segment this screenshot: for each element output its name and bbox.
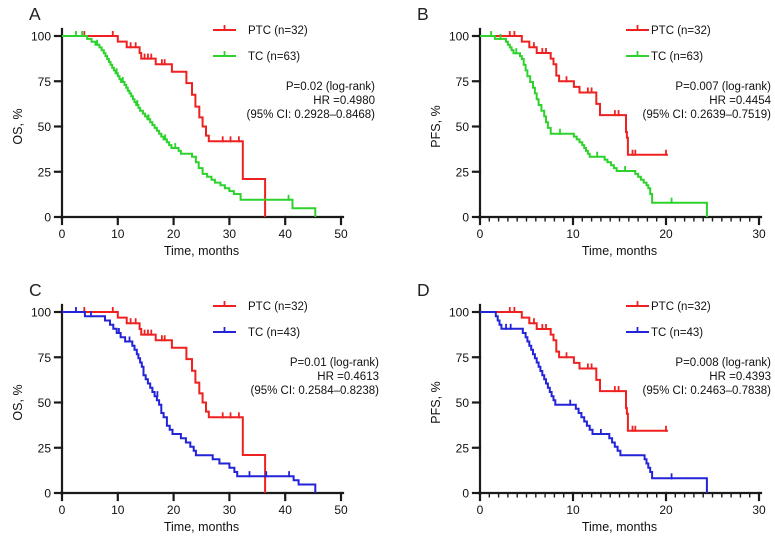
panel-a-label: A xyxy=(29,4,42,24)
y-tick-label: 50 xyxy=(456,120,470,134)
stats-line: (95% CI: 0.2639–0.7519) xyxy=(642,109,771,121)
x-tick-label: 0 xyxy=(59,227,66,241)
stats-line: (95% CI: 0.2463–0.7838) xyxy=(642,385,771,397)
survival-curve xyxy=(480,35,708,217)
y-axis-title: PFS, % xyxy=(429,381,443,423)
y-tick-label: 0 xyxy=(462,487,469,501)
survival-curve xyxy=(62,311,317,493)
y-tick-label: 100 xyxy=(449,306,469,320)
x-tick-label: 40 xyxy=(279,227,293,241)
panel-a-plot: 0 25 50 75 100 0 10 20 30 40 50 Time, months OS, % PT… xyxy=(11,25,375,258)
x-axis-title: Time, months xyxy=(582,520,657,534)
x-tick-label: 10 xyxy=(111,503,125,517)
legend-label: PTC (n=32) xyxy=(651,25,711,37)
panel-b-plot: 0 25 50 75 100 0 10 20 30 Time, months PFS, % PTC (… xyxy=(429,25,772,258)
legend-label: TC (n=63) xyxy=(651,51,703,63)
x-tick-label: 40 xyxy=(279,503,293,517)
stats-line: (95% CI: 0.2928–0.8468) xyxy=(246,109,375,121)
x-tick-label: 20 xyxy=(167,503,181,517)
y-axis-title: PFS, % xyxy=(429,105,443,147)
panel-c-plot: 0 25 50 75 100 0 10 20 30 40 50 Time, months OS, % PT… xyxy=(11,301,379,534)
panel-c-label: C xyxy=(29,280,43,300)
stats-line: HR =0.4980 xyxy=(313,95,375,107)
x-tick-label: 20 xyxy=(659,227,673,241)
stats-line: (95% CI: 0.2584–0.8238) xyxy=(250,385,379,397)
stats-line: P=0.01 (log-rank) xyxy=(290,357,379,369)
survival-curve xyxy=(62,311,267,493)
x-tick-label: 30 xyxy=(223,503,237,517)
survival-curve xyxy=(480,311,668,432)
x-tick-label: 50 xyxy=(334,227,348,241)
legend-label: TC (n=43) xyxy=(651,327,703,339)
legend-label: PTC (n=32) xyxy=(248,301,308,313)
y-tick-label: 75 xyxy=(456,75,470,89)
x-tick-label: 30 xyxy=(752,503,766,517)
y-tick-label: 50 xyxy=(456,396,470,410)
y-tick-label: 75 xyxy=(38,75,52,89)
x-tick-label: 30 xyxy=(223,227,237,241)
stats-line: HR =0.4454 xyxy=(709,95,771,107)
stats-line: HR =0.4393 xyxy=(709,371,771,383)
stats-line: P=0.007 (log-rank) xyxy=(675,81,771,93)
y-tick-label: 25 xyxy=(456,165,470,179)
panel-b-label: B xyxy=(417,4,430,24)
y-tick-label: 75 xyxy=(456,351,470,365)
y-tick-label: 25 xyxy=(456,441,470,455)
legend-label: TC (n=43) xyxy=(248,327,300,339)
y-tick-label: 25 xyxy=(38,165,52,179)
y-tick-label: 0 xyxy=(44,487,51,501)
x-tick-label: 30 xyxy=(752,227,766,241)
panel-d: D 0 25 50 75 100 0 10 20 30 Time, months PFS, % PTC… xyxy=(388,276,775,552)
panel-c: C 0 25 50 75 100 0 10 20 30 40 50 Time, months OS, %… xyxy=(0,276,387,552)
y-axis-title: OS, % xyxy=(11,384,25,420)
y-tick-label: 100 xyxy=(31,306,51,320)
survival-curve xyxy=(480,311,708,493)
stats-line: HR =0.4613 xyxy=(317,371,379,383)
x-tick-label: 0 xyxy=(477,503,484,517)
x-tick-label: 10 xyxy=(566,227,580,241)
panel-b: B 0 25 50 75 100 0 10 20 30 Time, months PFS, % PTC… xyxy=(388,0,775,276)
x-tick-label: 0 xyxy=(477,227,484,241)
survival-curve xyxy=(62,35,317,217)
x-tick-label: 10 xyxy=(566,503,580,517)
y-tick-label: 75 xyxy=(38,351,52,365)
y-tick-label: 50 xyxy=(38,396,52,410)
panel-d-label: D xyxy=(417,280,431,300)
y-tick-label: 100 xyxy=(31,30,51,44)
x-tick-label: 50 xyxy=(334,503,348,517)
survival-curve xyxy=(62,35,267,217)
x-axis-title: Time, months xyxy=(582,244,657,258)
y-tick-label: 0 xyxy=(44,211,51,225)
y-tick-label: 25 xyxy=(38,441,52,455)
y-tick-label: 50 xyxy=(38,120,52,134)
x-tick-label: 20 xyxy=(167,227,181,241)
legend-label: TC (n=63) xyxy=(248,51,300,63)
stats-line: P=0.008 (log-rank) xyxy=(675,357,771,369)
x-axis-title: Time, months xyxy=(164,244,239,258)
legend-label: PTC (n=32) xyxy=(651,301,711,313)
y-tick-label: 0 xyxy=(462,211,469,225)
stats-line: P=0.02 (log-rank) xyxy=(286,81,375,93)
y-tick-label: 100 xyxy=(449,30,469,44)
x-tick-label: 0 xyxy=(59,503,66,517)
y-axis-title: OS, % xyxy=(11,108,25,144)
x-axis-title: Time, months xyxy=(164,520,239,534)
panel-d-plot: 0 25 50 75 100 0 10 20 30 Time, months PFS, % PTC (… xyxy=(429,301,771,534)
x-tick-label: 20 xyxy=(659,503,673,517)
x-tick-label: 10 xyxy=(111,227,125,241)
panel-a: A 0 25 50 75 100 0 10 20 30 40 50 Time, months OS, %… xyxy=(0,0,387,276)
legend-label: PTC (n=32) xyxy=(248,25,308,37)
